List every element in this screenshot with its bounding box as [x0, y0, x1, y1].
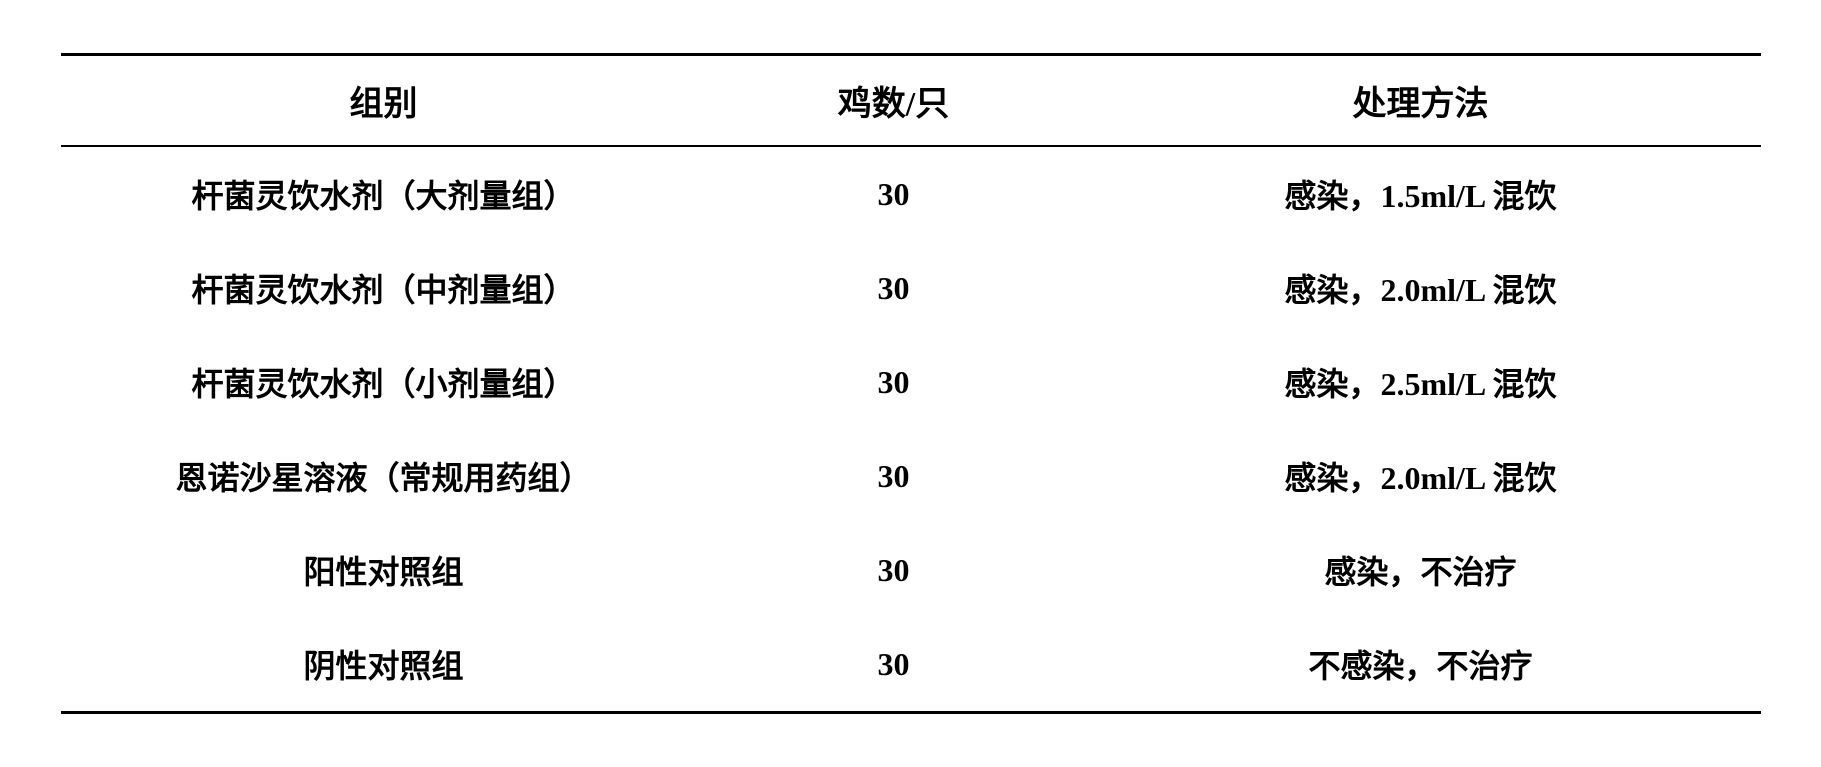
table-row: 阳性对照组 30 感染，不治疗 [61, 523, 1761, 617]
cell-count: 30 [707, 146, 1081, 241]
cell-group: 阴性对照组 [61, 617, 707, 713]
cell-method: 感染，2.5ml/L 混饮 [1081, 335, 1761, 429]
column-header-count: 鸡数/只 [707, 55, 1081, 147]
table-row: 恩诺沙星溶液（常规用药组） 30 感染，2.0ml/L 混饮 [61, 429, 1761, 523]
table-row: 杆菌灵饮水剂（小剂量组） 30 感染，2.5ml/L 混饮 [61, 335, 1761, 429]
cell-count: 30 [707, 429, 1081, 523]
table-header-row: 组别 鸡数/只 处理方法 [61, 55, 1761, 147]
cell-group: 阳性对照组 [61, 523, 707, 617]
cell-method: 感染，不治疗 [1081, 523, 1761, 617]
table-row: 阴性对照组 30 不感染，不治疗 [61, 617, 1761, 713]
cell-group: 杆菌灵饮水剂（小剂量组） [61, 335, 707, 429]
cell-count: 30 [707, 335, 1081, 429]
cell-group: 杆菌灵饮水剂（中剂量组） [61, 241, 707, 335]
cell-method: 感染，1.5ml/L 混饮 [1081, 146, 1761, 241]
cell-method: 不感染，不治疗 [1081, 617, 1761, 713]
cell-group: 恩诺沙星溶液（常规用药组） [61, 429, 707, 523]
cell-method: 感染，2.0ml/L 混饮 [1081, 241, 1761, 335]
cell-method: 感染，2.0ml/L 混饮 [1081, 429, 1761, 523]
experiment-table: 组别 鸡数/只 处理方法 杆菌灵饮水剂（大剂量组） 30 感染，1.5ml/L … [61, 53, 1761, 714]
table-row: 杆菌灵饮水剂（中剂量组） 30 感染，2.0ml/L 混饮 [61, 241, 1761, 335]
cell-count: 30 [707, 617, 1081, 713]
table-row: 杆菌灵饮水剂（大剂量组） 30 感染，1.5ml/L 混饮 [61, 146, 1761, 241]
column-header-method: 处理方法 [1081, 55, 1761, 147]
cell-count: 30 [707, 523, 1081, 617]
cell-count: 30 [707, 241, 1081, 335]
experiment-table-container: 组别 鸡数/只 处理方法 杆菌灵饮水剂（大剂量组） 30 感染，1.5ml/L … [61, 53, 1761, 714]
cell-group: 杆菌灵饮水剂（大剂量组） [61, 146, 707, 241]
column-header-group: 组别 [61, 55, 707, 147]
